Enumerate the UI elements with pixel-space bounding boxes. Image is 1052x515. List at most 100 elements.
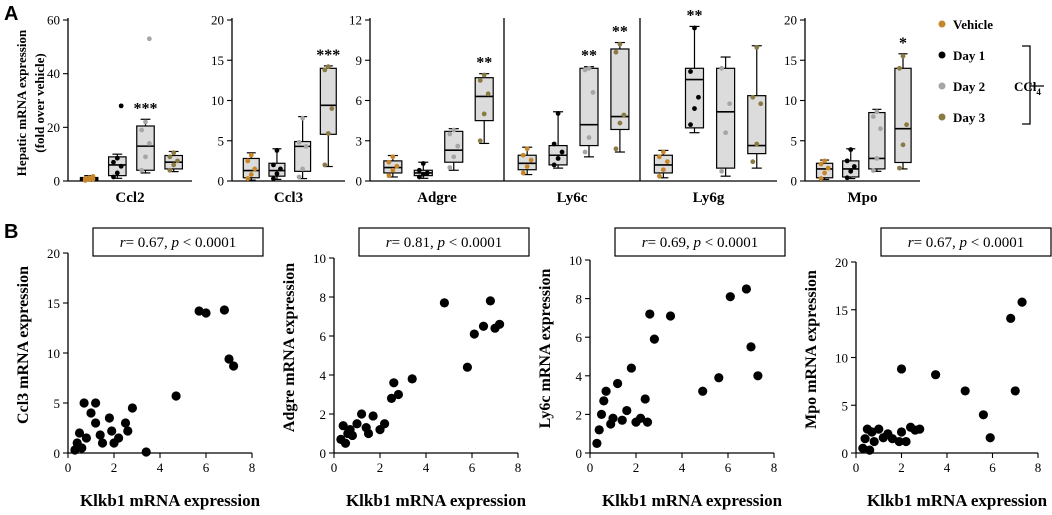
data-point (754, 141, 760, 147)
data-point (143, 119, 148, 125)
scatter-point (985, 433, 995, 443)
scatter-point (915, 424, 925, 434)
scatter-point (352, 419, 362, 429)
y-tick-label: 20 (784, 13, 797, 28)
scatter-point (79, 398, 89, 408)
scatter-point (120, 418, 131, 428)
data-point (146, 36, 152, 42)
scatter-point (97, 438, 108, 448)
data-point (660, 167, 666, 173)
category-label-ly6c: Ly6c (557, 190, 588, 206)
data-point (559, 149, 565, 155)
data-point (613, 146, 619, 152)
data-point (900, 53, 906, 59)
scatter-adgre-mrna-expression: 0 2 4 6 8 10 0 2 4 6 8 Klkb1 mRNA expression Adgre m… (281, 227, 530, 510)
data-point (874, 109, 880, 115)
data-point (167, 167, 173, 173)
legend-group-label: CCl4 (1014, 79, 1041, 97)
scatter-point (368, 411, 378, 421)
legend-marker-day3 (938, 113, 946, 121)
scatter-point (978, 410, 989, 420)
y-tick-label: 0 (54, 174, 61, 189)
box-body (579, 67, 599, 147)
data-point (727, 101, 732, 107)
box-ccl2-day-3 (164, 150, 184, 173)
x-tick-label: 4 (679, 460, 686, 475)
scatter-point (340, 438, 351, 448)
significance-marker: *** (316, 47, 340, 64)
box-ccl2-day-2: *** (134, 36, 158, 174)
y-tick-label: 15 (784, 53, 797, 68)
stat-annotation: r= 0.69, p < 0.0001 (642, 235, 759, 251)
x-tick-label: 4 (157, 460, 164, 475)
x-tick-label: 6 (989, 460, 996, 475)
box-ccl2-day-1 (107, 103, 127, 180)
box-ccl3-day-1 (268, 148, 286, 181)
data-point (719, 168, 725, 174)
data-point (477, 77, 483, 83)
data-point (660, 149, 666, 155)
data-point (322, 162, 328, 168)
y-tick-label: 10 (835, 351, 848, 366)
scatter-point (407, 374, 417, 384)
legend: Vehicle Day 1 Day 2 Day 3 CCl4 (938, 17, 1044, 125)
data-point (245, 158, 251, 164)
data-point (520, 152, 526, 158)
data-point (692, 25, 697, 31)
data-point (416, 174, 422, 180)
data-point (617, 41, 623, 47)
scatter-point (649, 334, 660, 344)
scatter-point (714, 373, 724, 383)
data-point (300, 115, 306, 121)
scatter-point (608, 413, 618, 423)
data-point (844, 158, 850, 164)
data-point (118, 103, 124, 109)
scatter-point (70, 445, 80, 455)
data-point (818, 161, 824, 167)
box-mpo-day-3: * (894, 35, 912, 171)
box-body (716, 67, 736, 169)
box-body (474, 77, 494, 122)
y-tick-label: 8 (320, 290, 327, 305)
data-point (878, 126, 883, 132)
scatter-point (869, 436, 879, 447)
x-tick-label: 0 (65, 460, 72, 475)
data-point (551, 141, 557, 147)
scatter-point (141, 447, 151, 457)
scatter-point (219, 305, 229, 315)
significance-marker: ** (581, 48, 597, 65)
x-tick-label: 8 (515, 460, 522, 475)
data-point (139, 127, 145, 133)
y-tick-label: 0 (576, 446, 583, 461)
box-mpo-vehicle (815, 158, 834, 181)
x-tick-label: 2 (111, 460, 118, 475)
category-label-ccl3: Ccl3 (274, 190, 303, 206)
y-tick-label: 5 (218, 133, 225, 148)
y-axis-label: Mpo mRNA expression (803, 270, 820, 429)
scatter-point (393, 389, 403, 400)
x-tick-label: 4 (423, 460, 430, 475)
data-point (455, 143, 461, 149)
scatter-ccl3-mrna-expression: 0 5 10 15 20 0 2 4 6 8 Klkb1 mRNA expression Ccl3 m… (15, 227, 264, 510)
data-point (870, 168, 876, 173)
box-adgre-day-2 (444, 127, 464, 171)
scatter-point (194, 306, 204, 316)
scatter-point (931, 370, 941, 380)
box-adgre-day-1 (413, 161, 433, 180)
panel-label-a: A (4, 3, 18, 25)
data-point (897, 65, 902, 71)
y-tick-label: 40 (47, 66, 60, 81)
x-tick-label: 2 (633, 460, 640, 475)
box-ly6c-day-1 (548, 110, 568, 169)
scatter-point (107, 426, 117, 436)
data-point (416, 167, 422, 173)
scatter-point (347, 430, 357, 441)
scatter-point (485, 296, 495, 306)
scatter-point (741, 284, 752, 294)
y-tick-label: 6 (576, 330, 583, 345)
y-tick-label: 0 (320, 446, 327, 461)
data-point (719, 65, 725, 71)
scatter-point (725, 292, 735, 302)
panel-label-b: B (4, 221, 18, 243)
